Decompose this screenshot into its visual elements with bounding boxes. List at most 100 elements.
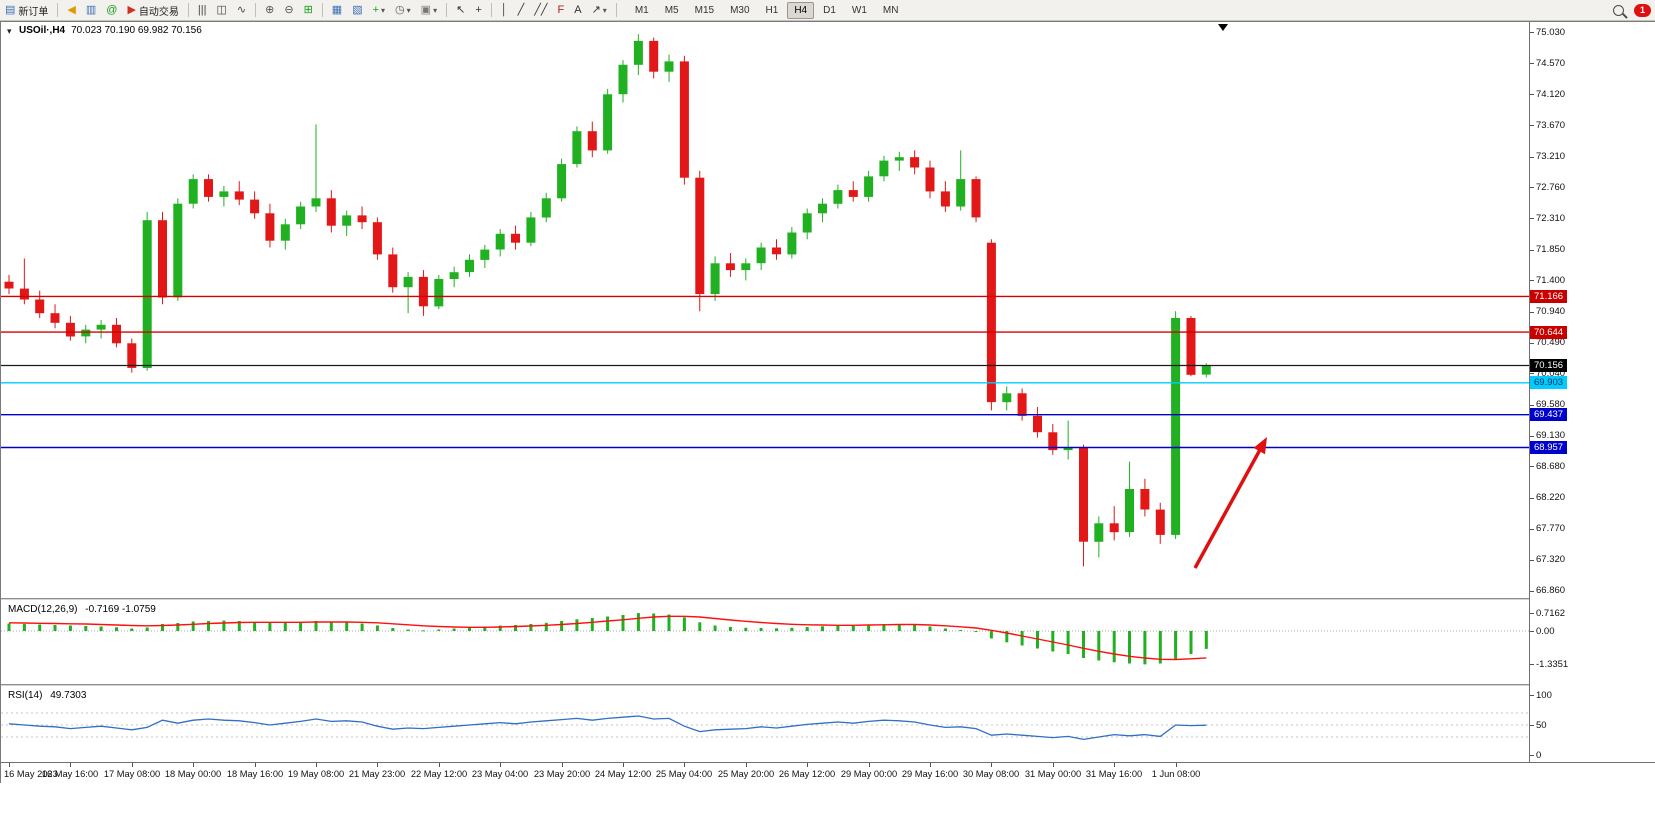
vertical-line-button[interactable]: │ bbox=[497, 1, 512, 20]
price-scale-tick bbox=[1530, 280, 1534, 281]
periods-button[interactable]: ◷ ▾ bbox=[391, 1, 415, 20]
time-scale-label: 16 May 2023 bbox=[4, 769, 58, 779]
periods-icon: ◷ bbox=[395, 3, 405, 16]
timeframe-m1-button[interactable]: M1 bbox=[634, 4, 649, 16]
fibonacci-button[interactable]: F bbox=[554, 1, 569, 20]
text-label-button[interactable]: A bbox=[570, 1, 585, 20]
price-scale[interactable]: 75.030 74.570 74.120 73.670 73.210 72.760 72.3… bbox=[1529, 22, 1655, 762]
one-click-trading-toggle[interactable]: ▾ bbox=[7, 26, 12, 36]
zoom-in-button[interactable]: ⊕ bbox=[261, 1, 278, 20]
templates-button[interactable]: ▣ ▾ bbox=[417, 1, 441, 20]
timeframe-bar: M1 M5 M15 M30 H1 H4 D1 W1 MN bbox=[627, 1, 907, 19]
toolbar-separator bbox=[615, 3, 617, 17]
price-chart-pane[interactable]: ▾ USOil·,H4 70.023 70.190 69.982 70.156 bbox=[1, 22, 1529, 598]
timeframe-m30-button[interactable]: M30 bbox=[730, 4, 750, 16]
cursor-button[interactable]: ↖ bbox=[452, 1, 469, 20]
search-icon[interactable] bbox=[1613, 5, 1624, 16]
indicator-window-2-button[interactable]: ▧ bbox=[348, 1, 366, 20]
equidistant-channel-button[interactable]: ╱╱ bbox=[530, 1, 551, 20]
macd-label: MACD(12,26,9) -0.7169 -1.0759 bbox=[8, 604, 156, 615]
time-scale-tick bbox=[316, 763, 317, 767]
notification-badge[interactable]: 1 bbox=[1634, 4, 1651, 17]
timeframe-h4-button[interactable]: H4 bbox=[787, 1, 815, 19]
time-scale[interactable]: 16 May 2023 16 May 16:00 17 May 08:00 18 Ma… bbox=[1, 762, 1655, 784]
crosshair-button[interactable]: + bbox=[471, 1, 485, 20]
price-scale-tick bbox=[1530, 591, 1534, 592]
alerts-horn-button[interactable]: ◀ bbox=[63, 1, 79, 20]
toolbar-buttons: ▤ 新订单 ◀ ▥ @ ▶ 自动交易 ||| ◫ ∿ ⊕ ⊖ ⊞ ▦ ▧ + ▾ ◷ ▾ ▣ ▾ ↖ + │ ╱ ╱╱ F A ↗ ▾ bbox=[0, 0, 621, 21]
add-indicator-dropdown-icon[interactable]: ▾ bbox=[381, 5, 386, 15]
rsi-chart[interactable] bbox=[1, 687, 1529, 762]
pane-separator[interactable] bbox=[1, 684, 1655, 687]
rsi-value: 49.7303 bbox=[50, 690, 87, 701]
time-scale-tick bbox=[991, 763, 992, 767]
timeframe-d1-button[interactable]: D1 bbox=[823, 4, 836, 16]
community-button[interactable]: @ bbox=[102, 1, 121, 20]
trendline-button[interactable]: ╱ bbox=[514, 1, 529, 20]
price-scale-label: 72.760 bbox=[1536, 182, 1566, 193]
trendline-icon: ╱ bbox=[517, 3, 525, 16]
auto-trading-label: 自动交易 bbox=[138, 6, 179, 18]
timeframe-w1-button[interactable]: W1 bbox=[851, 4, 867, 16]
time-scale-tick bbox=[9, 763, 10, 767]
arrows-tool-button[interactable]: ↗ ▾ bbox=[588, 1, 611, 20]
macd-pane[interactable]: MACD(12,26,9) -0.7169 -1.0759 bbox=[1, 601, 1529, 684]
auto-trading-button[interactable]: ▶ 自动交易 bbox=[123, 1, 182, 20]
pane-separator[interactable] bbox=[1, 598, 1655, 601]
new-order-icon: ▤ bbox=[5, 3, 16, 16]
time-scale-label: 18 May 16:00 bbox=[226, 769, 284, 779]
price-scale-tick bbox=[1530, 405, 1534, 406]
chart-symbol-period: USOil·,H4 bbox=[19, 25, 66, 36]
price-scale-tick bbox=[1530, 312, 1534, 313]
add-indicator-button[interactable]: + ▾ bbox=[369, 1, 389, 20]
time-scale-label: 29 May 16:00 bbox=[901, 769, 959, 779]
macd-chart[interactable] bbox=[1, 601, 1529, 684]
price-scale-tick bbox=[1530, 498, 1534, 499]
price-scale-label: 74.120 bbox=[1536, 89, 1566, 100]
timeframe-m15-button[interactable]: M15 bbox=[694, 4, 715, 16]
zoom-out-button[interactable]: ⊖ bbox=[280, 1, 297, 20]
toolbar-separator bbox=[490, 3, 492, 17]
trend-arrow-annotation[interactable] bbox=[1193, 443, 1265, 569]
candlestick-chart[interactable] bbox=[1, 22, 1529, 598]
tile-windows-button[interactable]: ⊞ bbox=[300, 1, 317, 20]
price-scale-tick bbox=[1530, 436, 1534, 437]
bar-chart-mode-button[interactable]: ||| bbox=[194, 1, 211, 20]
time-scale-tick bbox=[807, 763, 808, 767]
chart-shift-marker[interactable] bbox=[1218, 24, 1228, 31]
rsi-pane[interactable]: RSI(14) 49.7303 bbox=[1, 687, 1529, 762]
chart-windows-button[interactable]: ▥ bbox=[82, 1, 100, 20]
equidistant-channel-icon: ╱╱ bbox=[534, 3, 548, 16]
resistance-line-2-price-label: 70.644 bbox=[1530, 326, 1568, 339]
indicator-window-icon: ▦ bbox=[331, 3, 343, 16]
zoom-out-icon: ⊖ bbox=[284, 3, 294, 16]
new-order-button[interactable]: ▤ 新订单 bbox=[1, 1, 52, 20]
macd-scale-tick bbox=[1530, 664, 1534, 665]
timeframe-mn-button[interactable]: MN bbox=[882, 4, 899, 16]
time-scale-label: 30 May 08:00 bbox=[962, 769, 1020, 779]
rsi-scale-label: 0 bbox=[1536, 750, 1542, 761]
line-chart-mode-button[interactable]: ∿ bbox=[233, 1, 250, 20]
periods-dropdown-icon[interactable]: ▾ bbox=[406, 5, 411, 15]
price-scale-tick bbox=[1530, 343, 1534, 344]
candlestick-mode-button[interactable]: ◫ bbox=[213, 1, 231, 20]
time-scale-label: 22 May 12:00 bbox=[410, 769, 468, 779]
time-scale-label: 23 May 20:00 bbox=[533, 769, 591, 779]
timeframe-h1-button[interactable]: H1 bbox=[765, 4, 779, 16]
price-scale-tick bbox=[1530, 187, 1534, 188]
time-scale-label: 25 May 04:00 bbox=[655, 769, 713, 779]
price-scale-label: 75.030 bbox=[1536, 27, 1566, 38]
time-scale-tick bbox=[684, 763, 685, 767]
arrows-tool-dropdown-icon[interactable]: ▾ bbox=[602, 5, 607, 15]
rsi-label: RSI(14) 49.7303 bbox=[8, 690, 86, 701]
timeframe-m5-button[interactable]: M5 bbox=[664, 4, 679, 16]
price-scale-label: 74.570 bbox=[1536, 58, 1566, 69]
macd-scale-tick bbox=[1530, 631, 1534, 632]
templates-dropdown-icon[interactable]: ▾ bbox=[433, 5, 438, 15]
new-order-label: 新订单 bbox=[18, 6, 49, 18]
line-chart-mode-icon: ∿ bbox=[236, 3, 247, 16]
macd-values: -0.7169 -1.0759 bbox=[85, 604, 156, 615]
price-scale-tick bbox=[1530, 529, 1534, 530]
chart-window: ▾ USOil·,H4 70.023 70.190 69.982 70.156 M… bbox=[0, 21, 1655, 784]
indicator-window-button[interactable]: ▦ bbox=[328, 1, 346, 20]
